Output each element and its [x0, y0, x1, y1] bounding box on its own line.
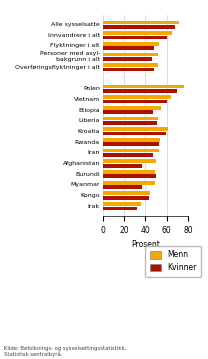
Legend: Menn, Kvinner: Menn, Kvinner: [145, 246, 201, 277]
Bar: [103, 202, 141, 206]
Bar: [103, 174, 156, 178]
Bar: [103, 46, 154, 50]
Bar: [103, 42, 159, 46]
Bar: [103, 57, 152, 61]
Bar: [103, 85, 184, 88]
Bar: [103, 143, 159, 146]
Bar: [103, 132, 166, 135]
Bar: [103, 185, 142, 189]
X-axis label: Prosent: Prosent: [131, 240, 160, 249]
Bar: [103, 138, 160, 142]
Bar: [103, 127, 168, 131]
Bar: [103, 53, 158, 56]
Bar: [103, 36, 167, 39]
Bar: [103, 110, 153, 114]
Bar: [103, 121, 157, 125]
Bar: [103, 117, 158, 120]
Bar: [103, 153, 153, 157]
Bar: [103, 181, 155, 185]
Bar: [103, 191, 150, 195]
Bar: [103, 159, 156, 163]
Bar: [103, 100, 167, 103]
Bar: [103, 63, 158, 67]
Text: Kilde: Befolknings- og sysselsettingsstatistikk,
Statistisk sentralbyrå.: Kilde: Befolknings- og sysselsettingssta…: [4, 346, 126, 357]
Bar: [103, 89, 177, 93]
Bar: [103, 196, 149, 200]
Bar: [103, 206, 137, 210]
Bar: [103, 25, 175, 29]
Bar: [103, 20, 178, 24]
Bar: [103, 149, 159, 153]
Bar: [103, 106, 161, 110]
Bar: [103, 170, 155, 174]
Bar: [103, 67, 154, 71]
Bar: [103, 31, 172, 35]
Bar: [103, 164, 142, 168]
Bar: [103, 95, 171, 99]
